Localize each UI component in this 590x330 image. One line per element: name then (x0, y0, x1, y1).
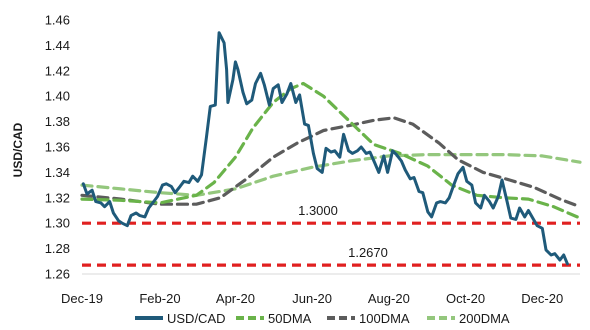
y-tick-label: 1.30 (45, 216, 70, 231)
y-tick-label: 1.46 (45, 13, 70, 28)
x-tick-label: Aug-20 (368, 291, 410, 306)
y-tick-label: 1.32 (45, 190, 70, 205)
y-axis-title-group: USD/CAD (11, 122, 25, 177)
y-tick-label: 1.38 (45, 114, 70, 129)
legend-label: 100DMA (359, 311, 410, 325)
legend-label: 200DMA (459, 311, 510, 325)
series-line-100dma (80, 116, 582, 209)
x-tick-label: Apr-20 (216, 291, 255, 306)
x-tick-label: Dec-19 (61, 291, 103, 306)
y-tick-label: 1.44 (45, 38, 70, 53)
x-tick-label: Feb-20 (139, 291, 180, 306)
y-tick-label: 1.36 (45, 140, 70, 155)
y-tick-label: 1.42 (45, 63, 70, 78)
x-tick-label: Dec-20 (521, 291, 563, 306)
series-line-50dma (80, 81, 582, 220)
series-line-200dma (80, 153, 582, 197)
legend: USD/CAD 50DMA 100DMA 200DMA (135, 311, 510, 326)
y-axis-title: USD/CAD (11, 122, 25, 177)
y-axis-ticks: 1.26 1.28 1.30 1.32 1.34 1.36 1.38 1.40 1.42 1.44… (45, 13, 70, 282)
series-lines (80, 31, 582, 266)
x-tick-label: Jun-20 (292, 291, 332, 306)
reference-line-label: 1.3000 (298, 203, 338, 218)
y-tick-label: 1.40 (45, 89, 70, 104)
legend-label: 50DMA (268, 311, 312, 325)
series-line-usd-cad (81, 31, 569, 266)
x-tick-label: Oct-20 (446, 291, 485, 306)
y-tick-label: 1.34 (45, 165, 70, 180)
reference-lines: 1.3000 1.2670 (82, 203, 580, 267)
legend-label: USD/CAD (167, 311, 226, 325)
reference-line-label: 1.2670 (348, 245, 388, 260)
y-tick-label: 1.28 (45, 241, 70, 256)
y-tick-label: 1.26 (45, 267, 70, 282)
x-axis-ticks: Dec-19 Feb-20 Apr-20 Jun-20 Aug-20 Oct-20 Dec-… (61, 291, 563, 306)
